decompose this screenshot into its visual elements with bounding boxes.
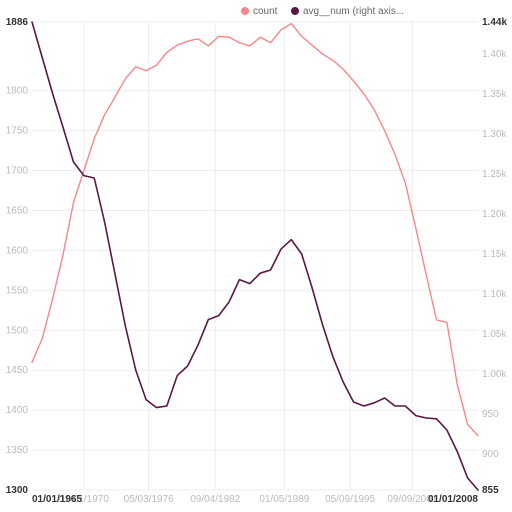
y-left-bottom-label: 1300 (6, 485, 29, 496)
y-right-tick: 1.40k (482, 49, 507, 60)
legend-label: count (253, 6, 278, 17)
x-left-label: 01/01/1965 (32, 494, 82, 505)
legend-marker (291, 7, 299, 15)
y-right-tick: 950 (482, 409, 499, 420)
x-tick: 09/04/1982 (190, 494, 240, 505)
y-left-tick: 1400 (6, 405, 29, 416)
y-left-tick: 1500 (6, 325, 29, 336)
y-left-tick: 1750 (6, 126, 29, 137)
y-left-tick: 1800 (6, 86, 29, 97)
x-right-label: 01/01/2008 (428, 494, 478, 505)
y-right-tick: 1.00k (482, 369, 507, 380)
y-left-tick: 1700 (6, 166, 29, 177)
x-tick: 05/03/1976 (124, 494, 174, 505)
y-left-tick: 1650 (6, 205, 29, 216)
y-right-tick: 1.10k (482, 289, 507, 300)
y-right-tick: 1.35k (482, 89, 507, 100)
x-tick: 01/05/1989 (259, 494, 309, 505)
chart-background (0, 0, 512, 512)
y-right-tick: 1.20k (482, 209, 507, 220)
y-left-tick: 1450 (6, 365, 29, 376)
y-right-tick: 1.05k (482, 329, 507, 340)
dual-axis-line-chart: 1350 1400 1450 1500 1550 1600 1650 1700 1750 1800… (0, 0, 512, 512)
legend-label: avg__num (right axis... (303, 6, 404, 17)
y-right-tick: 1.30k (482, 129, 507, 140)
y-left-tick: 1550 (6, 285, 29, 296)
y-left-top-label: 1886 (6, 17, 29, 28)
legend-marker (241, 7, 249, 15)
y-left-tick: 1350 (6, 445, 29, 456)
y-left-tick: 1600 (6, 245, 29, 256)
y-right-bottom-label: 855 (482, 485, 499, 496)
x-tick: 05/09/1995 (325, 494, 375, 505)
y-right-tick: 1.25k (482, 169, 507, 180)
y-right-tick: 1.15k (482, 249, 507, 260)
chart-svg: 1350 1400 1450 1500 1550 1600 1650 1700 1750 1800… (0, 0, 512, 512)
y-right-top-label: 1.44k (482, 17, 507, 28)
y-right-tick: 900 (482, 449, 499, 460)
